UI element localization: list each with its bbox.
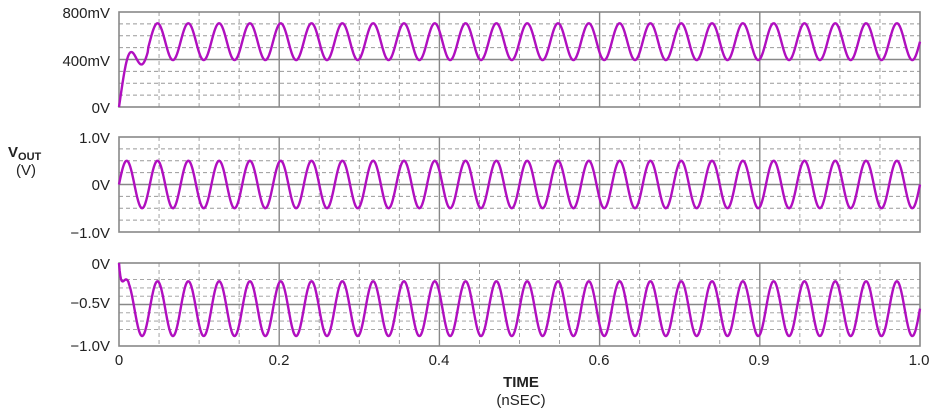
- x-tick-label: 0.6: [589, 352, 610, 369]
- series-line: [117, 159, 922, 210]
- x-axis-title: TIME: [503, 374, 539, 391]
- y-axis-title-main: V: [8, 144, 18, 161]
- y-axis-unit: (V): [16, 162, 36, 179]
- y-tick-label: −1.0V: [70, 225, 110, 242]
- x-tick-label: 1.0: [909, 352, 930, 369]
- panel-bottom: 0V −0.5V −1.0V: [70, 256, 922, 355]
- y-tick-label: 0V: [92, 100, 110, 117]
- y-tick-label: −1.0V: [70, 338, 110, 355]
- x-tick-label: 0.9: [749, 352, 770, 369]
- y-tick-label: 0V: [92, 177, 110, 194]
- y-tick-label: 1.0V: [79, 130, 110, 147]
- x-tick-label: 0.4: [429, 352, 450, 369]
- panel-frame: [118, 11, 921, 108]
- y-tick-label: 800mV: [62, 5, 110, 22]
- y-tick-label: 400mV: [62, 53, 110, 70]
- y-axis-title: VOUT: [8, 144, 42, 163]
- panel-top: 800mV 400mV 0V: [62, 5, 922, 117]
- series-line: [117, 262, 922, 338]
- panel-middle: 1.0V 0V −1.0V: [70, 130, 922, 242]
- series-line: [117, 22, 922, 108]
- y-tick-label: −0.5V: [70, 295, 110, 312]
- x-tick-label: 0.2: [269, 352, 290, 369]
- panel-frame: [118, 262, 921, 347]
- x-tick-label: 0: [115, 352, 123, 369]
- y-tick-label: 0V: [92, 256, 110, 273]
- x-axis-unit: (nSEC): [496, 392, 545, 409]
- y-axis-title-subscript: OUT: [18, 151, 42, 163]
